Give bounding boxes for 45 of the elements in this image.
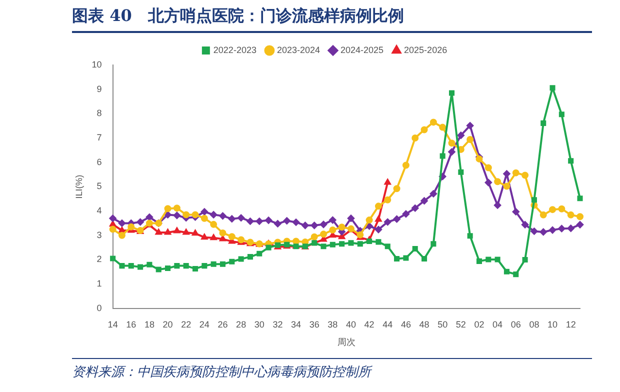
y-tick-label: 2 bbox=[96, 254, 102, 264]
y-tick-label: 0 bbox=[96, 302, 102, 313]
x-tick-label: 20 bbox=[162, 319, 173, 330]
legend-label: 2024-2025 bbox=[340, 44, 384, 55]
x-axis-title: 周次 bbox=[337, 337, 356, 348]
y-tick-label: 5 bbox=[96, 181, 102, 192]
x-tick-label: 50 bbox=[438, 319, 448, 330]
x-tick-label: 18 bbox=[144, 319, 154, 330]
y-tick-label: 1 bbox=[96, 278, 102, 289]
y-tick-label: 10 bbox=[92, 59, 102, 70]
x-tick-label: 06 bbox=[510, 319, 521, 330]
y-axis-title: ILI(%) bbox=[74, 174, 84, 199]
x-tick-label: 04 bbox=[492, 319, 503, 330]
y-tick-label: 7 bbox=[96, 132, 102, 143]
x-tick-label: 08 bbox=[529, 319, 540, 330]
chart-title: 图表 40 北方哨点医院：门诊流感样病例比例 bbox=[72, 6, 592, 33]
x-tick-label: 40 bbox=[346, 319, 356, 330]
x-tick-label: 34 bbox=[291, 319, 302, 330]
x-tick-label: 38 bbox=[328, 319, 338, 330]
x-tick-label: 36 bbox=[309, 319, 320, 330]
x-tick-label: 32 bbox=[272, 319, 283, 330]
y-tick-label: 3 bbox=[96, 230, 102, 240]
x-tick-label: 22 bbox=[181, 319, 192, 330]
x-tick-label: 44 bbox=[382, 319, 393, 330]
x-tick-label: 02 bbox=[474, 319, 484, 330]
x-tick-label: 12 bbox=[566, 319, 576, 330]
x-tick-label: 14 bbox=[108, 319, 118, 330]
x-tick-label: 52 bbox=[456, 319, 466, 330]
x-tick-label: 10 bbox=[548, 319, 558, 330]
y-tick-label: 4 bbox=[96, 206, 102, 216]
y-tick-label: 8 bbox=[96, 108, 102, 118]
legend-label: 2025-2026 bbox=[404, 44, 448, 55]
text: 资料来源：中国疾病预防控制中心病毒病预防控制所 bbox=[72, 358, 592, 381]
y-tick-label: 6 bbox=[96, 156, 102, 167]
x-tick-label: 30 bbox=[254, 319, 264, 330]
x-tick-label: 46 bbox=[400, 319, 411, 330]
x-tick-label: 42 bbox=[364, 319, 374, 330]
x-tick-label: 28 bbox=[236, 319, 246, 330]
legend-label: 2023-2024 bbox=[276, 44, 320, 55]
x-tick-label: 48 bbox=[419, 319, 430, 330]
y-tick-label: 9 bbox=[96, 84, 102, 94]
x-tick-label: 24 bbox=[199, 319, 210, 330]
legend-label: 2022-2023 bbox=[213, 44, 256, 55]
x-tick-label: 26 bbox=[218, 319, 228, 330]
x-tick-label: 16 bbox=[126, 319, 136, 330]
